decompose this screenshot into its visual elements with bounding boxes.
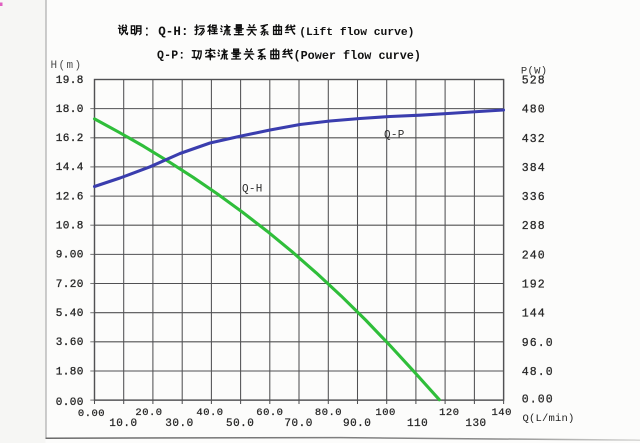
svg-text:Q(L/min): Q(L/min) [523,413,575,425]
svg-text:19.8: 19.8 [56,75,84,87]
svg-text:96.0: 96.0 [522,337,554,350]
svg-text:480: 480 [522,104,546,117]
svg-text:18.0: 18.0 [56,104,84,116]
svg-text:528: 528 [522,75,546,88]
svg-text:120: 120 [439,407,459,419]
svg-text:20.0: 20.0 [135,407,162,419]
svg-text:10.0: 10.0 [109,418,137,430]
svg-text:90.0: 90.0 [343,418,371,430]
svg-text:100: 100 [375,407,395,419]
svg-text:130: 130 [465,418,486,430]
svg-text:140: 140 [491,407,511,419]
svg-text:(Power flow curve): (Power flow curve) [294,49,421,63]
svg-text:(Lift flow curve): (Lift flow curve) [299,27,414,39]
svg-text:10.8: 10.8 [56,221,84,233]
svg-text:P(W): P(W) [521,65,547,77]
svg-text:240: 240 [522,249,546,262]
svg-text:Q-H:: Q-H: [158,25,188,39]
svg-text:50.0: 50.0 [226,418,254,430]
svg-text:Q-P: Q-P [384,130,405,142]
svg-text:144: 144 [522,308,546,321]
svg-text:70.0: 70.0 [284,418,312,430]
svg-text:80.0: 80.0 [315,407,342,419]
svg-text:384: 384 [522,162,546,175]
svg-text:14.4: 14.4 [56,162,84,174]
svg-text:40.0: 40.0 [196,407,223,419]
svg-text:Q-P:: Q-P: [157,50,185,63]
svg-text:288: 288 [522,220,546,233]
svg-text:0.00: 0.00 [78,408,105,420]
svg-text:0.00: 0.00 [522,394,554,407]
svg-text:1.80: 1.80 [56,366,84,378]
svg-text:110: 110 [407,418,428,430]
svg-text:0.00: 0.00 [56,397,84,409]
svg-text:30.0: 30.0 [165,418,193,430]
svg-text:432: 432 [522,133,546,146]
svg-text:192: 192 [522,279,546,292]
svg-text:336: 336 [522,191,546,204]
svg-text:9.00: 9.00 [56,250,84,262]
svg-text:3.60: 3.60 [56,337,84,349]
svg-text:16.2: 16.2 [56,133,84,145]
svg-text:7.20: 7.20 [56,279,84,291]
svg-text:48.0: 48.0 [522,366,554,379]
svg-text:12.6: 12.6 [56,191,84,203]
svg-text:H(m): H(m) [51,60,83,72]
svg-text:Q-H: Q-H [242,184,263,196]
svg-text:5.40: 5.40 [56,308,84,320]
svg-text:60.0: 60.0 [256,407,283,419]
